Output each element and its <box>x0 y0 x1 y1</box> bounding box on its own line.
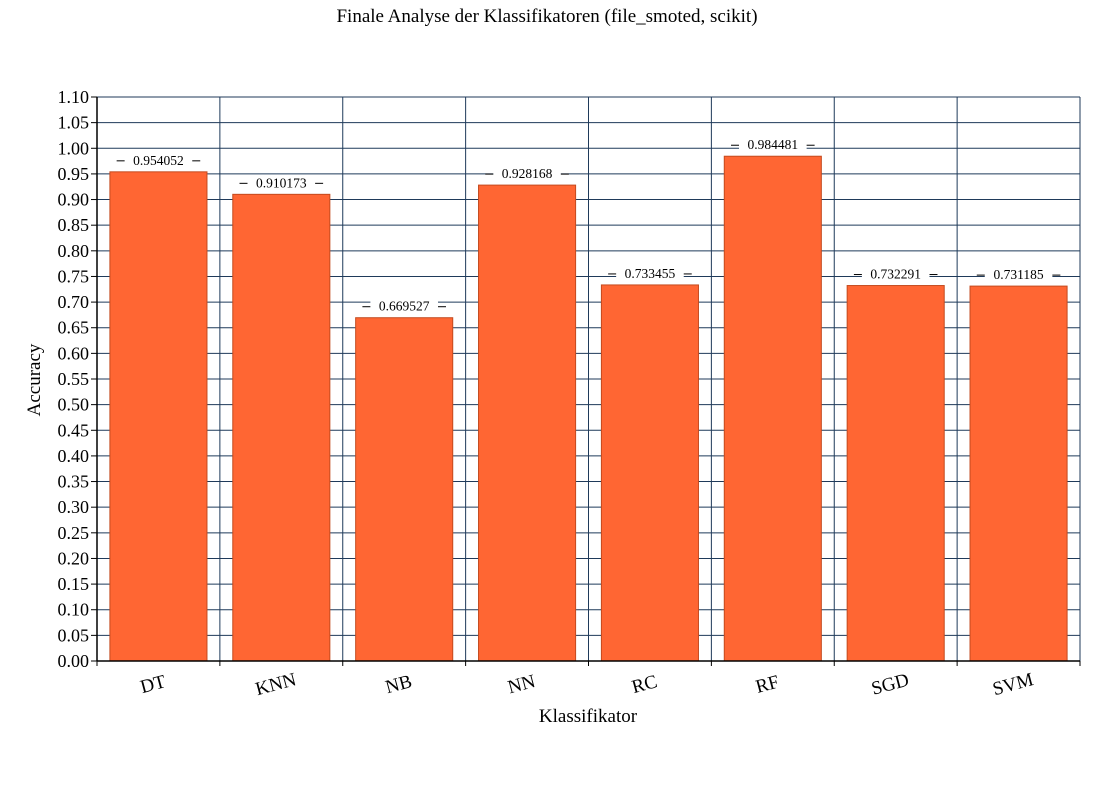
data-label-knn: 0.910173 <box>256 175 307 190</box>
data-label-sgd: 0.732291 <box>870 267 921 282</box>
y-tick-label: 0.55 <box>58 369 90 389</box>
x-axis-title: Klassifikator <box>539 706 638 727</box>
bar-rc <box>600 284 699 662</box>
data-label-rf: 0.984481 <box>748 137 799 152</box>
data-label-bg <box>124 152 193 168</box>
data-label-bg <box>370 298 438 314</box>
y-tick-label: 0.95 <box>58 164 90 184</box>
y-tick-label: 0.15 <box>58 574 90 594</box>
data-label-bg <box>739 137 807 153</box>
bar-nn <box>478 184 577 662</box>
bar-svm <box>969 285 1068 662</box>
x-tick-label-knn: KNN <box>253 669 298 700</box>
data-label-rc: 0.733455 <box>625 266 676 281</box>
x-tick-label-rc: RC <box>630 671 660 698</box>
x-tick-label-sgd: SGD <box>869 670 911 700</box>
y-tick-label: 0.50 <box>58 395 90 415</box>
data-label-bg <box>616 265 684 281</box>
data-label-nb: 0.669527 <box>379 299 430 314</box>
y-tick-label: 1.00 <box>58 138 90 158</box>
y-tick-label: 1.10 <box>58 87 90 107</box>
data-label-bg <box>247 175 316 191</box>
y-tick-label: 0.65 <box>58 318 90 338</box>
bar-dt <box>109 171 208 662</box>
y-tick-label: 0.25 <box>58 523 90 543</box>
y-axis-title: Accuracy <box>24 343 45 416</box>
data-label-dt: 0.954052 <box>133 153 184 168</box>
y-tick-label: 0.70 <box>58 292 90 312</box>
y-tick-label: 0.85 <box>58 215 90 235</box>
x-tick-label-rf: RF <box>753 672 781 698</box>
x-tick-label-nn: NN <box>506 671 538 698</box>
x-tick-label-dt: DT <box>138 671 168 698</box>
y-tick-label: 0.45 <box>58 420 90 440</box>
y-tick-label: 0.00 <box>58 651 90 671</box>
y-tick-label: 1.05 <box>58 113 90 133</box>
bar-nb <box>355 317 454 662</box>
data-label-bg <box>493 166 561 182</box>
y-tick-label: 0.05 <box>58 625 90 645</box>
y-tick-label: 0.30 <box>58 497 90 517</box>
x-tick-label-nb: NB <box>383 671 414 698</box>
y-tick-label: 0.35 <box>58 472 90 492</box>
data-label-svm: 0.731185 <box>994 267 1044 282</box>
bar-sgd <box>846 285 945 662</box>
y-tick-label: 0.90 <box>58 190 90 210</box>
data-label-bg <box>861 266 930 282</box>
data-labels: 0.954052 0.910173 0.669527 0.928168 0.733455… <box>116 137 1061 314</box>
y-tick-label: 0.75 <box>58 266 90 286</box>
y-tick-label: 0.20 <box>58 548 90 568</box>
chart-title: Finale Analyse der Klassifikatoren (file… <box>336 6 757 27</box>
y-tick-label: 0.10 <box>58 600 90 620</box>
bars <box>109 155 1068 662</box>
data-label-bg <box>984 267 1053 283</box>
data-label-nn: 0.928168 <box>502 166 553 181</box>
bar-rf <box>723 155 822 662</box>
y-tick-label: 0.80 <box>58 241 90 261</box>
y-tick-label: 0.60 <box>58 343 90 363</box>
bar-knn <box>232 193 331 662</box>
x-tick-label-svm: SVM <box>991 669 1036 700</box>
y-tick-label: 0.40 <box>58 446 90 466</box>
